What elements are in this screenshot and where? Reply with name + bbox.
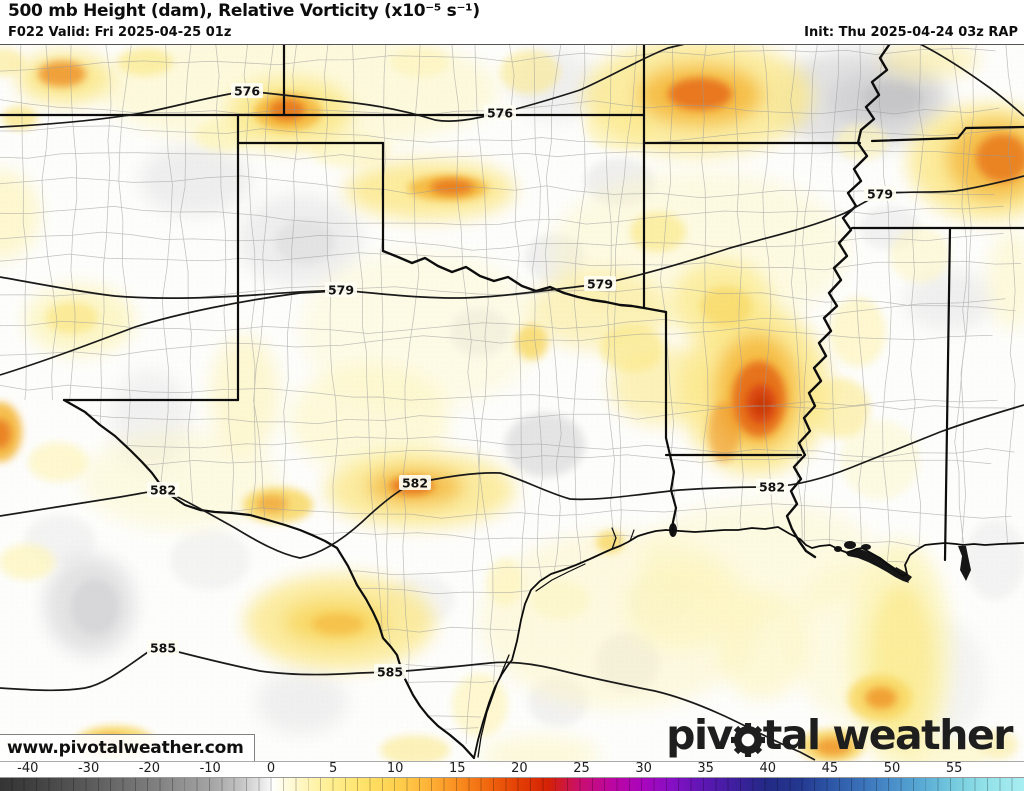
watermark-text: www.pivotalweather.com (7, 738, 244, 758)
colorbar-tick-label: 40 (759, 761, 777, 776)
contour-label: 585 (377, 665, 403, 680)
contour-label: 582 (759, 480, 785, 495)
colorbar-tick-label: 20 (511, 761, 528, 776)
forecast-valid-label: F022 Valid: Fri 2025-04-25 01z (8, 25, 232, 40)
contour-label: 576 (487, 106, 513, 121)
contour-label: 579 (587, 277, 613, 292)
state-borders-layer (0, 45, 1024, 760)
colorbar-gradient (0, 777, 1024, 791)
colorbar-tick-label: -10 (199, 761, 221, 776)
weather-map-canvas: 576 576 579 579 579 582 582 582 585 585 (0, 45, 1024, 761)
contour-label: 582 (150, 483, 176, 498)
vorticity-colorbar: -40 -30 -20 -10 0 5 10 15 20 25 30 35 40 45 50 55 (0, 761, 1024, 791)
colorbar-tick-label: 15 (449, 761, 466, 776)
colorbar-tick-label: -40 (17, 761, 39, 776)
colorbar-tick-label: 0 (266, 761, 276, 776)
page-title: 500 mb Height (dam), Relative Vorticity … (8, 1, 480, 21)
logo-text-part2: tal weather (762, 710, 1014, 759)
contour-label: 579 (867, 187, 893, 202)
contour-label: 576 (234, 84, 260, 99)
weather-map: 576 576 579 579 579 582 582 582 585 585 www.pivot… (0, 45, 1024, 761)
model-init-label: Init: Thu 2025-04-24 03z RAP (804, 25, 1018, 40)
pivotal-weather-logo: piv tal weather (666, 710, 1014, 759)
colorbar-tick-label: -20 (138, 761, 161, 776)
colorbar-tick-label: -30 (77, 761, 100, 776)
contour-labels-layer: 576 576 579 579 579 582 582 582 585 585 (147, 83, 896, 680)
gear-icon (730, 722, 765, 757)
logo-text-part1: piv (666, 710, 733, 759)
colorbar-tick-label: 50 (883, 761, 901, 776)
colorbar-tick-label: 10 (386, 761, 404, 776)
colorbar-tick-label: 45 (821, 761, 839, 776)
colorbar-tick-labels: -40 -30 -20 -10 0 5 10 15 20 25 30 35 40 45 50 55 (0, 761, 1024, 777)
contour-label: 579 (328, 283, 354, 298)
contour-label: 585 (150, 641, 176, 656)
colorbar-tick-label: 5 (328, 761, 338, 776)
map-header: 500 mb Height (dam), Relative Vorticity … (0, 0, 1024, 45)
colorbar-tick-label: 25 (573, 761, 590, 776)
colorbar-tick-label: 35 (697, 761, 714, 776)
colorbar-tick-label: 55 (945, 761, 963, 776)
contour-label: 582 (402, 476, 428, 491)
watermark: www.pivotalweather.com (0, 734, 255, 761)
colorbar-tick-label: 30 (635, 761, 652, 776)
